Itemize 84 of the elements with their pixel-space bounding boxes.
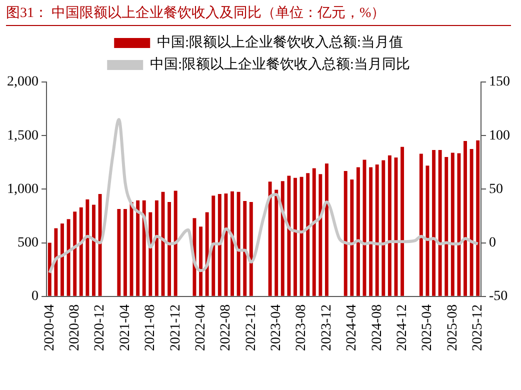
x-tick-label: 2024-08 (370, 304, 385, 352)
bar (438, 150, 442, 296)
bar (249, 202, 253, 296)
bar (174, 190, 178, 296)
y2-tick-label: 150 (489, 74, 510, 90)
legend-label: 中国:限额以上企业餐饮收入总额:当月同比 (150, 56, 410, 73)
bar (48, 242, 52, 296)
bar (388, 155, 392, 296)
bar (73, 212, 77, 296)
bar (324, 163, 328, 296)
y-tick-label: 0 (32, 289, 38, 304)
bar (318, 174, 322, 296)
bar (287, 176, 291, 296)
bar (148, 212, 152, 296)
bar (117, 208, 121, 296)
x-tick-label: 2020-04 (42, 304, 58, 352)
bar (212, 196, 216, 296)
bar (369, 167, 373, 296)
bar (426, 166, 430, 296)
x-tick-label: 2022-08 (218, 304, 234, 352)
bar (54, 228, 58, 296)
bar (356, 167, 360, 296)
x-tick-label: 2024-12 (394, 304, 410, 352)
bar (457, 153, 461, 296)
bar (154, 200, 158, 296)
bar (419, 154, 423, 296)
bar (60, 223, 64, 296)
x-tick-label: 2025-04 (420, 304, 436, 352)
x-tick-label: 2023-12 (319, 304, 334, 352)
bar (400, 146, 404, 296)
bar (136, 200, 140, 296)
bar (432, 150, 436, 296)
bar (464, 140, 467, 296)
bar (218, 194, 222, 296)
x-tick-label: 2021-12 (168, 304, 184, 352)
bar (168, 202, 172, 296)
x-tick-label: 2020-12 (92, 304, 108, 352)
bar (444, 157, 448, 296)
legend-label: 中国:限额以上企业餐饮收入总额:当月值 (157, 34, 403, 51)
bar (79, 207, 83, 296)
y-tick-label: 1,500 (7, 128, 38, 144)
x-tick-label: 2022-04 (193, 304, 208, 352)
bar (123, 208, 127, 296)
chart-title: 图31： 中国限额以上企业餐饮收入及同比（单位：亿元，%） (6, 4, 511, 26)
bar (86, 199, 90, 296)
bar (243, 200, 247, 296)
x-tick-label: 2023-04 (269, 304, 284, 352)
bar (450, 152, 454, 296)
x-tick-label: 2022-12 (244, 304, 259, 352)
y2-tick-label: 100 (489, 128, 510, 144)
bar (268, 182, 272, 296)
bar (470, 148, 474, 296)
bar (350, 180, 354, 296)
bar (224, 193, 228, 296)
bar (199, 226, 203, 296)
bar (306, 173, 310, 296)
y-tick-label: 2,000 (7, 74, 38, 90)
bar (375, 164, 379, 296)
bar (230, 191, 234, 296)
y-tick-label: 500 (18, 235, 38, 250)
bar (382, 160, 386, 296)
y-tick-label: 1,000 (7, 182, 38, 197)
y2-tick-label: 0 (489, 235, 496, 250)
bar (344, 170, 348, 296)
y2-tick-label: 50 (489, 182, 503, 197)
bar (274, 190, 278, 296)
bar (92, 204, 96, 296)
bar (280, 181, 284, 296)
bar (98, 194, 102, 296)
x-tick-label: 2025-08 (445, 304, 460, 352)
bar (66, 219, 70, 296)
x-tick-label: 2021-04 (118, 304, 133, 352)
x-tick-label: 2023-08 (294, 304, 310, 352)
y2-tick-label: -50 (489, 289, 508, 304)
bar (294, 178, 297, 296)
bar (300, 176, 304, 296)
bar (476, 140, 480, 296)
line-series (48, 118, 480, 274)
x-tick-label: 2024-04 (344, 304, 360, 352)
x-tick-label: 2025-12 (470, 304, 486, 352)
bar (312, 168, 316, 296)
x-tick-label: 2020-08 (68, 304, 83, 352)
x-tick-label: 2021-08 (143, 304, 158, 352)
bar (236, 192, 240, 296)
